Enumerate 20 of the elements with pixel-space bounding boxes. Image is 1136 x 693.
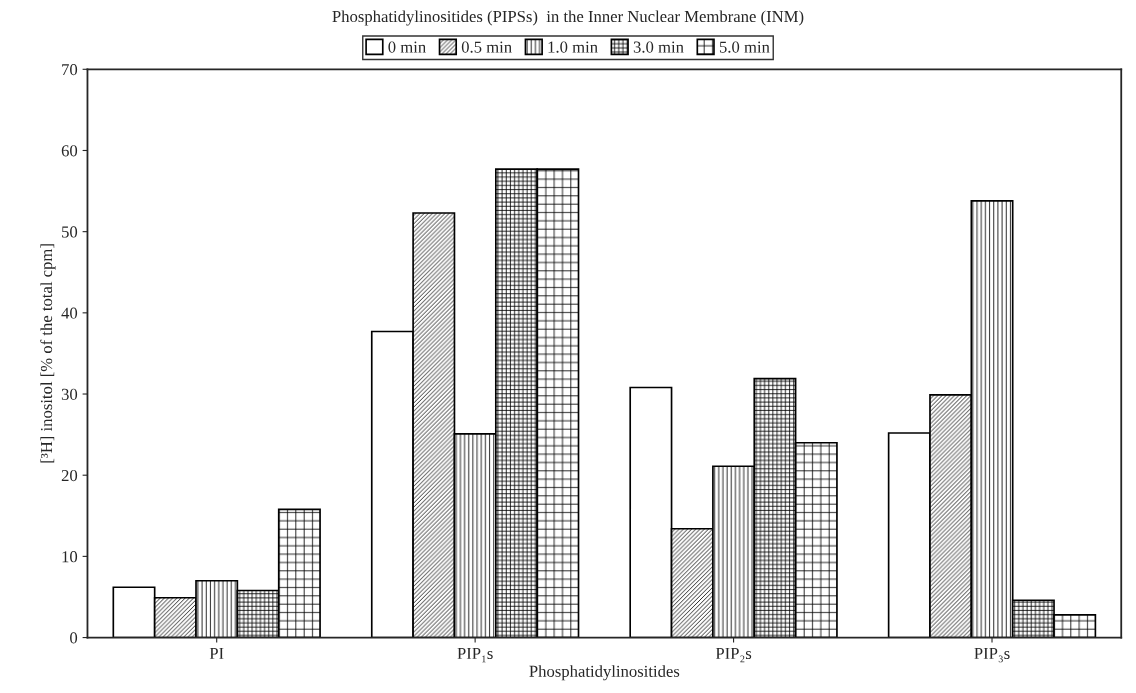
y-tick-label: 0 <box>70 632 78 644</box>
legend-label: 5.0 min <box>719 41 770 53</box>
x-tick-label: PI <box>209 647 224 659</box>
legend-label: 3.0 min <box>633 41 684 53</box>
x-axis-title: Phosphatidylinositides <box>529 665 680 681</box>
y-tick-label: 40 <box>61 307 78 319</box>
y-tick-label: 50 <box>62 226 78 238</box>
x-tick-label: PIP₃s <box>974 647 1010 663</box>
chart-title: Phosphatidylinositides (PIPSs) in the Inner Nuclear Membrane (INM) <box>332 10 804 26</box>
legend-label: 0.5 min <box>461 41 512 53</box>
y-tick-label: 10 <box>62 551 78 563</box>
y-axis-title: [³H] inositol [% of the total cpm] <box>40 244 56 463</box>
y-tick-label: 70 <box>62 64 78 76</box>
x-tick-label: PIP₂s <box>715 647 752 663</box>
legend-label: 0 min <box>388 41 426 53</box>
y-tick-label: 20 <box>61 469 78 482</box>
x-tick-label: PIP₁s <box>457 647 493 663</box>
legend-label: 1.0 min <box>548 41 598 53</box>
y-tick-label: 60 <box>61 145 78 157</box>
y-tick-label: 30 <box>61 388 78 400</box>
